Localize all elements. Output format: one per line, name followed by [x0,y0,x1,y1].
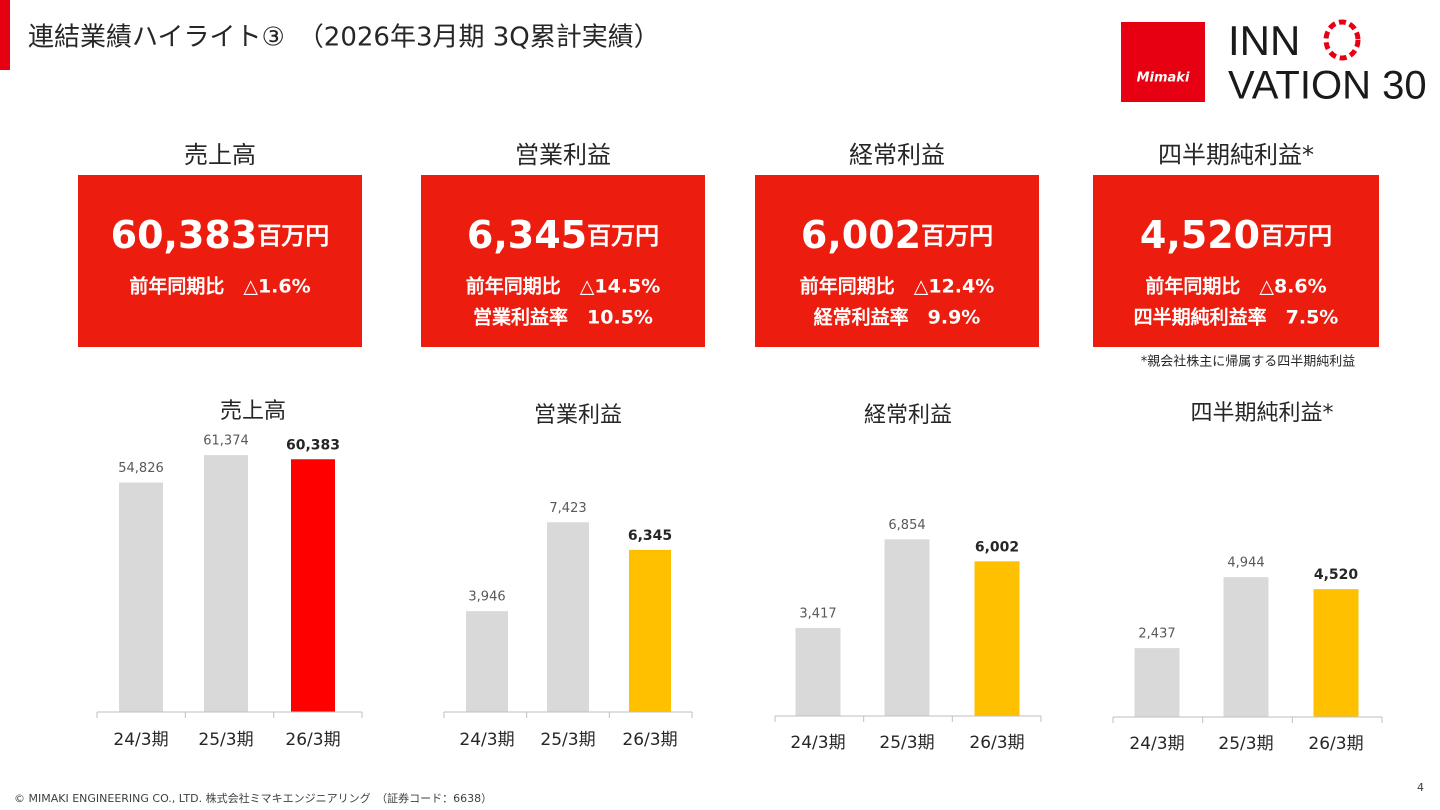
kpi-value: 6,002 [801,213,921,257]
value-label: 7,423 [549,501,586,516]
bar [466,611,508,712]
x-tick-label: 25/3期 [540,730,595,750]
logo-line2: VATION 30 [1228,64,1427,108]
kpi-value: 60,383 [111,213,258,257]
chart-title: 営業利益 [534,403,622,428]
kpi-unit: 百万円 [257,222,329,250]
bar [884,539,930,716]
value-label: 6,854 [888,518,925,533]
kpi-title: 売上高 [184,141,256,169]
bar [1313,589,1359,717]
kpi-unit: 百万円 [921,222,993,250]
x-tick-label: 25/3期 [1218,734,1273,754]
value-label: 6,345 [628,528,672,544]
logo-mark [1121,22,1205,102]
bar [204,455,248,712]
note: *親会社株主に帰属する四半期純利益 [1141,354,1356,370]
bar [795,627,841,716]
bar [629,549,671,712]
kpi-detail: 前年同期比 △12.4% [800,275,995,298]
value-label: 60,383 [286,437,340,453]
slide-title: 連結業績ハイライト③ （2026年3月期 3Q累計実績） [28,23,660,53]
kpi-detail: 前年同期比 △8.6% [1145,275,1326,298]
bar [1223,577,1269,717]
kpi-detail: 前年同期比 △1.6% [129,275,310,298]
bar [1134,648,1180,717]
value-label: 6,002 [975,539,1019,555]
bar [291,459,335,712]
value-label: 4,944 [1227,556,1264,571]
kpi-value-line: 6,002百万円 [801,213,993,257]
page-number: 4 [1417,781,1424,794]
kpi-detail: 前年同期比 △14.5% [466,275,661,298]
chart-title: 経常利益 [864,403,952,428]
kpi-title: 営業利益 [515,141,611,169]
x-tick-label: 25/3期 [879,733,934,753]
x-tick-label: 26/3期 [285,730,340,750]
kpi-detail: 四半期純利益率 7.5% [1134,306,1339,329]
kpi-value: 6,345 [467,213,587,257]
value-label: 2,437 [1138,627,1175,642]
value-label: 54,826 [118,461,164,476]
kpi-box [755,175,1039,347]
x-tick-label: 26/3期 [969,733,1024,753]
kpi-detail: 経常利益率 9.9% [814,306,981,329]
kpi-unit: 百万円 [1260,222,1332,250]
kpi-title: 四半期純利益* [1158,141,1314,169]
kpi-box [1093,175,1379,347]
kpi-value: 4,520 [1140,213,1260,257]
kpi-detail: 営業利益率 10.5% [473,306,653,329]
kpi-unit: 百万円 [587,222,659,250]
kpi-title: 経常利益 [849,141,945,169]
x-tick-label: 24/3期 [790,733,845,753]
x-tick-label: 24/3期 [113,730,168,750]
chart-title: 売上高 [220,399,286,424]
header-accent [0,0,10,70]
kpi-box [78,175,362,347]
value-label: 3,946 [468,590,505,605]
bar [119,482,163,712]
x-tick-label: 26/3期 [1308,734,1363,754]
kpi-value-line: 60,383百万円 [111,213,330,257]
x-tick-label: 24/3期 [459,730,514,750]
logo-brand: Mimaki [1137,71,1190,86]
footer-copyright: © MIMAKI ENGINEERING CO., LTD. 株式会社ミマキエン… [14,791,492,805]
chart-title: 四半期純利益* [1190,401,1333,426]
logo-line1: INN [1228,17,1300,64]
value-label: 4,520 [1314,567,1359,583]
kpi-value-line: 4,520百万円 [1140,213,1332,257]
bar [547,522,589,712]
value-label: 3,417 [799,606,836,621]
bar [974,561,1020,716]
x-tick-label: 24/3期 [1129,734,1184,754]
logo-ring [1323,19,1361,61]
kpi-box [421,175,705,347]
kpi-value-line: 6,345百万円 [467,213,659,257]
value-label: 61,374 [203,434,249,449]
x-tick-label: 26/3期 [622,730,677,750]
x-tick-label: 25/3期 [198,730,253,750]
